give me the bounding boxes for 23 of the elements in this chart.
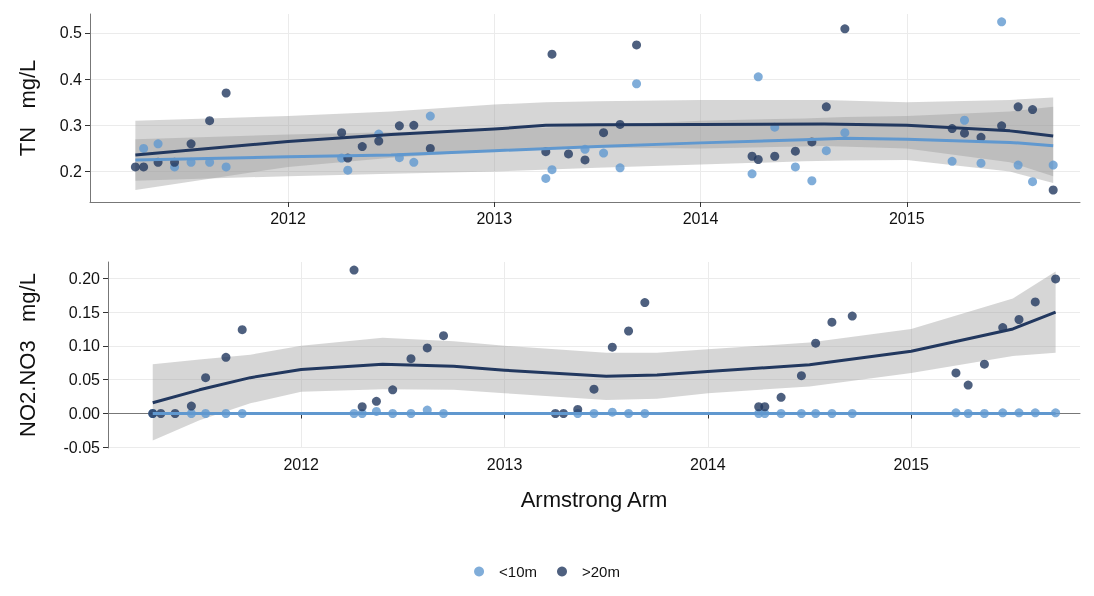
x-axis-title: Armstrong Arm bbox=[520, 486, 668, 512]
x-tick-label: 2012 bbox=[283, 455, 320, 473]
x-tick-label: 2013 bbox=[486, 455, 523, 473]
y-tick-label: 0.00 bbox=[68, 405, 101, 423]
y-axis-title: TN mg/L bbox=[14, 59, 40, 157]
legend-label: >20m bbox=[582, 563, 620, 580]
y-tick-label: -0.05 bbox=[63, 438, 101, 456]
y-tick-label: 0.2 bbox=[59, 163, 83, 181]
y-tick-label: 0.05 bbox=[68, 371, 101, 389]
y-tick-label: 0.5 bbox=[59, 24, 83, 42]
y-tick-label: 0.4 bbox=[59, 70, 83, 88]
x-tick-label: 2013 bbox=[476, 209, 513, 227]
x-tick-label: 2015 bbox=[888, 209, 925, 227]
x-tick-label: 2012 bbox=[270, 209, 306, 227]
x-tick-label: 2014 bbox=[690, 455, 726, 473]
legend-label: <10m bbox=[499, 563, 538, 580]
y-tick-label: 0.3 bbox=[59, 116, 83, 134]
y-tick-label: 0.20 bbox=[68, 269, 101, 287]
y-tick-label: 0.15 bbox=[68, 303, 101, 321]
y-axis-title: NO2.NO3 mg/L bbox=[14, 273, 40, 437]
x-tick-label: 2014 bbox=[682, 209, 719, 227]
y-tick-label: 0.10 bbox=[68, 337, 101, 355]
x-tick-label: 2015 bbox=[893, 455, 930, 473]
